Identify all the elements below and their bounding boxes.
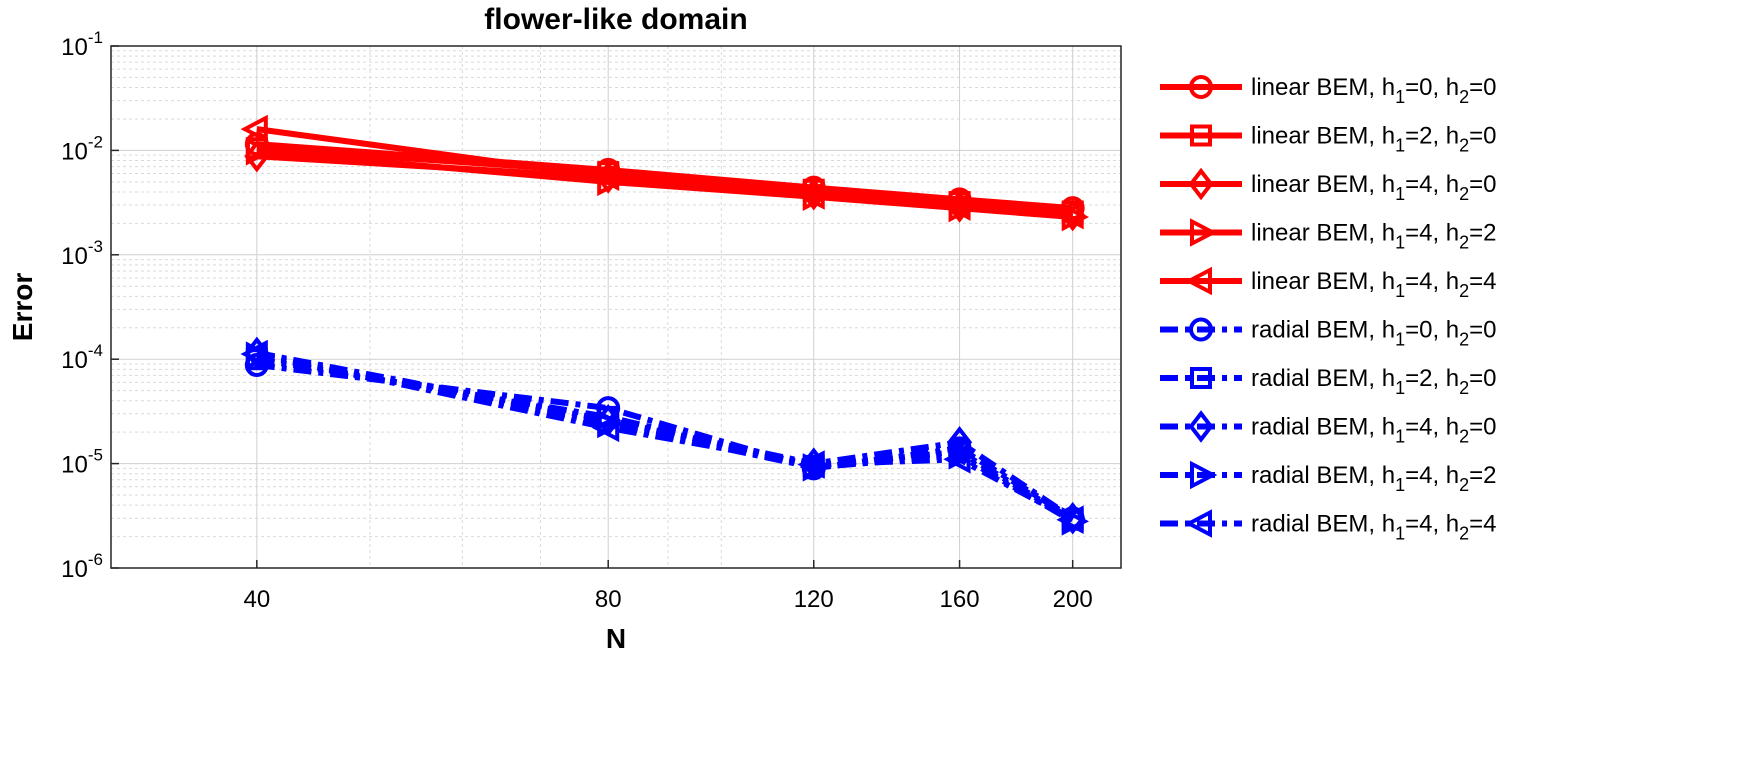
y-axis-label: Error: [7, 273, 38, 342]
legend-marker: [1190, 367, 1212, 389]
plot-frame: [110, 45, 1122, 569]
x-axis-ticks: 40 80 120 160 200: [243, 560, 1093, 613]
legend-label: radial BEM, h1=2, h2=0: [1251, 365, 1497, 398]
legend: linear BEM, h1=0, h2=0 linear BEM, h1=2, …: [1160, 74, 1497, 544]
x-tick-label: 160: [940, 586, 980, 613]
legend-label: linear BEM, h1=2, h2=0: [1251, 123, 1497, 156]
grid: [110, 45, 1121, 569]
y-tick-label: 10-6: [61, 550, 103, 583]
x-axis-label: N: [606, 623, 626, 654]
legend-item: radial BEM, h1=0, h2=0: [1160, 317, 1497, 350]
legend-item: radial BEM, h1=2, h2=0: [1160, 365, 1497, 398]
legend-marker: [1190, 124, 1212, 147]
legend-item: linear BEM, h1=4, h2=4: [1160, 266, 1497, 301]
series-5: [240, 114, 1084, 230]
legend-item: linear BEM, h1=2, h2=0: [1160, 123, 1497, 156]
data-point: [1056, 505, 1084, 535]
legend-item: linear BEM, h1=0, h2=0: [1160, 74, 1497, 107]
data-point: [591, 413, 620, 443]
y-tick-label: 10-2: [61, 132, 103, 165]
x-tick-label: 40: [243, 586, 270, 613]
legend-label: radial BEM, h1=4, h2=0: [1251, 414, 1497, 447]
legend-item: radial BEM, h1=4, h2=0: [1160, 410, 1497, 447]
series-10: [240, 339, 1084, 535]
data-point: [244, 336, 270, 370]
legend-item: linear BEM, h1=4, h2=0: [1160, 167, 1497, 204]
data-point: [591, 162, 620, 191]
x-tick-label: 120: [794, 586, 834, 613]
y-tick-label: 10-1: [61, 28, 103, 61]
x-tick-label: 200: [1053, 586, 1093, 613]
x-tick-label: 80: [595, 586, 622, 613]
legend-marker: [1189, 75, 1213, 99]
data-point: [240, 114, 268, 144]
data-point: [797, 450, 825, 479]
legend-marker: [1184, 266, 1212, 296]
data-point: [797, 181, 825, 210]
y-axis-ticks: 10-6 10-5 10-4 10-3 10-2 10-1: [61, 28, 119, 583]
data-point: [943, 444, 971, 474]
y-tick-label: 10-3: [61, 237, 103, 270]
series-line: [256, 126, 1073, 219]
data-point: [1060, 501, 1086, 535]
legend-label: radial BEM, h1=0, h2=0: [1251, 317, 1497, 350]
data-point: [801, 177, 827, 211]
legend-marker: [1190, 218, 1218, 247]
legend-label: radial BEM, h1=4, h2=2: [1251, 462, 1497, 495]
legend-label: radial BEM, h1=4, h2=4: [1251, 511, 1497, 544]
data-point: [245, 137, 274, 166]
legend-marker: [1188, 167, 1214, 201]
y-tick-label: 10-5: [61, 446, 103, 479]
series-line: [256, 351, 1075, 523]
data-point: [1056, 200, 1084, 230]
legend-marker: [1190, 460, 1218, 490]
chart-title: flower-like domain: [484, 3, 747, 36]
series-layer: [240, 114, 1089, 536]
legend-label: linear BEM, h1=4, h2=0: [1251, 171, 1497, 204]
legend-label: linear BEM, h1=0, h2=0: [1251, 74, 1497, 107]
data-point: [240, 339, 268, 369]
y-tick-label: 10-4: [61, 341, 103, 374]
legend-item: linear BEM, h1=4, h2=2: [1160, 218, 1497, 253]
legend-marker: [1189, 317, 1213, 342]
legend-marker: [1188, 410, 1214, 443]
legend-marker: [1184, 509, 1212, 538]
data-point: [943, 192, 971, 221]
legend-label: linear BEM, h1=4, h2=2: [1251, 220, 1497, 253]
legend-label: linear BEM, h1=4, h2=4: [1251, 268, 1497, 301]
legend-item: radial BEM, h1=4, h2=2: [1160, 460, 1497, 495]
legend-item: radial BEM, h1=4, h2=4: [1160, 509, 1497, 544]
